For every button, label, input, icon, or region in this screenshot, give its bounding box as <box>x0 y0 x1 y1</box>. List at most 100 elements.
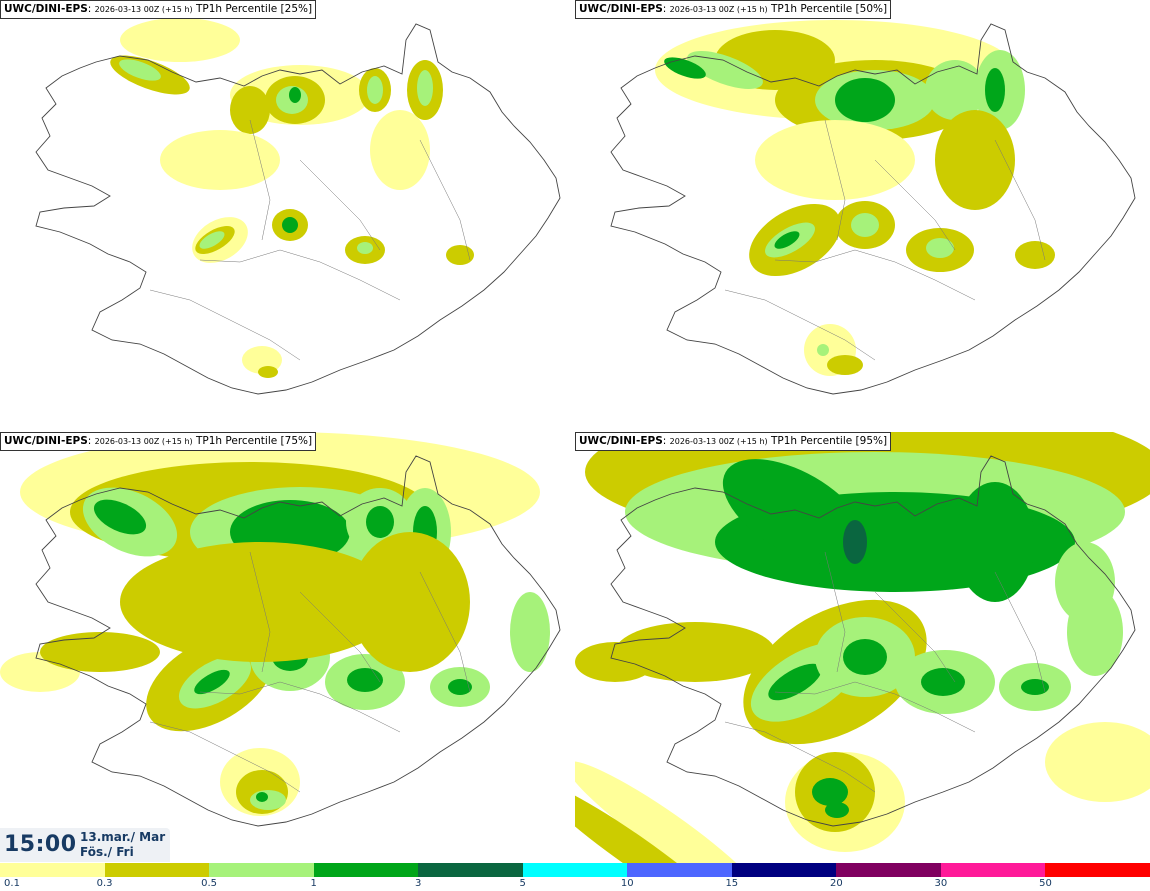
precip-area <box>925 60 985 120</box>
legend-swatch <box>0 863 106 877</box>
legend-label: 15 <box>725 878 739 889</box>
precip-area <box>575 761 764 863</box>
precip-area <box>40 632 160 672</box>
legend-label: 1 <box>310 878 317 889</box>
precip-area <box>282 217 298 233</box>
precip-area <box>417 70 433 106</box>
boundary-line <box>249 551 271 673</box>
precip-area <box>835 78 895 122</box>
panel-title: UWC/DINI-EPS: 2026-03-13 00Z (+15 h) TP1… <box>0 0 317 19</box>
valid-date-line2: Fös./ Fri <box>80 845 134 859</box>
precip-area <box>774 231 800 249</box>
precip-area <box>350 532 470 672</box>
precip-area <box>1067 588 1123 676</box>
model-name: UWC/DINI-EPS <box>579 435 663 447</box>
precip-area <box>825 802 849 818</box>
legend-labels: 0.1 0.3 0.5 1 3 5 10 15 20 30 50 <box>0 877 1150 891</box>
model-name: UWC/DINI-EPS <box>4 435 88 447</box>
legend-swatch <box>313 863 419 877</box>
boundary-line <box>824 551 846 673</box>
precip-area <box>768 663 822 701</box>
legend-label: 30 <box>934 878 948 889</box>
precip-map-p75 <box>0 432 561 827</box>
legend-swatch <box>522 863 628 877</box>
map-panel-p25: UWC/DINI-EPS: 2026-03-13 00Z (+15 h) TP1… <box>0 0 575 431</box>
precip-area <box>160 130 280 190</box>
boundary-line <box>994 571 1046 693</box>
legend-swatch <box>1045 863 1150 877</box>
precip-area <box>664 57 706 79</box>
legend-swatch <box>418 863 524 877</box>
product-name: TP1h Percentile [50%] <box>770 3 888 15</box>
precip-area <box>366 506 394 538</box>
precip-area <box>230 86 270 134</box>
boundary-line <box>994 139 1046 261</box>
coastline <box>35 455 561 827</box>
precip-area <box>575 781 734 863</box>
boundary-line <box>149 289 301 361</box>
panel-title: UWC/DINI-EPS: 2026-03-13 00Z (+15 h) TP1… <box>0 432 317 451</box>
coastline <box>35 23 561 395</box>
precip-map-p50 <box>610 20 1136 395</box>
boundary-line <box>874 591 956 683</box>
run-time: 2026-03-13 00Z (+15 h) <box>94 5 193 14</box>
panel-title: UWC/DINI-EPS: 2026-03-13 00Z (+15 h) TP1… <box>575 432 892 451</box>
legend-label: 10 <box>620 878 634 889</box>
legend-swatch <box>627 863 733 877</box>
precip-area <box>120 18 240 62</box>
model-name: UWC/DINI-EPS <box>579 3 663 15</box>
precip-area <box>258 366 278 378</box>
product-name: TP1h Percentile [25%] <box>195 3 313 15</box>
precip-area <box>851 213 879 237</box>
precip-area <box>812 778 848 806</box>
precip-area <box>370 110 430 190</box>
precip-area <box>289 87 301 103</box>
boundary-line <box>724 289 876 361</box>
legend-label: 0.3 <box>96 878 113 889</box>
product-name: TP1h Percentile [95%] <box>770 435 888 447</box>
precip-area <box>256 792 268 802</box>
coastline <box>610 455 1136 827</box>
precip-area <box>1021 679 1049 695</box>
run-time: 2026-03-13 00Z (+15 h) <box>669 5 768 14</box>
valid-date: 13.mar./ Mar Fös./ Fri <box>80 830 165 860</box>
precip-area <box>722 459 868 565</box>
precip-area <box>615 622 775 682</box>
legend-swatch <box>940 863 1046 877</box>
map-panel-p75: UWC/DINI-EPS: 2026-03-13 00Z (+15 h) TP1… <box>0 432 575 863</box>
valid-date-line1: 13.mar./ Mar <box>80 830 166 844</box>
legend-label: 5 <box>519 878 526 889</box>
valid-time: 15:00 <box>4 832 77 857</box>
map-panel-p50: UWC/DINI-EPS: 2026-03-13 00Z (+15 h) TP1… <box>575 0 1150 431</box>
precip-area <box>448 679 472 695</box>
boundary-line <box>874 159 956 251</box>
precip-area <box>1045 722 1150 802</box>
model-name: UWC/DINI-EPS <box>4 3 88 15</box>
legend-swatch <box>731 863 837 877</box>
boundary-line <box>824 119 846 241</box>
legend-swatch <box>104 863 210 877</box>
precip-area <box>367 76 383 104</box>
boundary-line <box>199 681 401 733</box>
boundary-line <box>299 591 381 683</box>
precip-area <box>199 231 225 249</box>
precip-area <box>250 790 286 810</box>
legend-label: 50 <box>1039 878 1052 889</box>
legend-swatch <box>209 863 315 877</box>
precip-area <box>955 482 1035 602</box>
legend-label: 20 <box>829 878 843 889</box>
boundary-line <box>299 159 381 251</box>
precip-area <box>985 68 1005 112</box>
boundary-line <box>724 721 876 793</box>
boundary-line <box>419 139 471 261</box>
run-time: 2026-03-13 00Z (+15 h) <box>669 437 768 446</box>
precip-area <box>843 639 887 675</box>
precip-area <box>843 520 867 564</box>
boundary-line <box>774 681 976 733</box>
legend-label: 0.5 <box>201 878 218 889</box>
precip-area <box>446 245 474 265</box>
precip-area <box>687 51 763 89</box>
valid-time-box: 15:00 13.mar./ Mar Fös./ Fri <box>0 828 170 862</box>
boundary-line <box>419 571 471 693</box>
precip-area <box>347 668 383 692</box>
